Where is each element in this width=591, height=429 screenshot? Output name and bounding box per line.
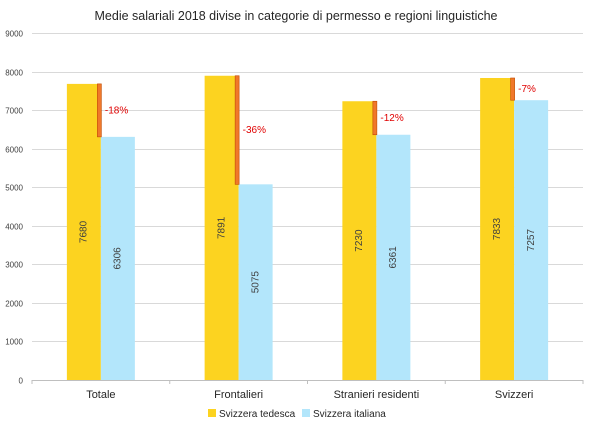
legend-label: Svizzera tedesca [219, 409, 296, 420]
y-tick-label: 6000 [5, 146, 23, 155]
y-tick-label: 7000 [5, 107, 23, 116]
difference-bar [234, 75, 240, 185]
legend-swatch [302, 409, 310, 417]
difference-label: -36% [243, 125, 266, 136]
bar [480, 77, 515, 381]
category-label: Stranieri residenti [334, 389, 420, 401]
bars: 7680 6306 7891 5075 7230 6361 7833 7257 [66, 75, 549, 381]
y-axis-ticks: 0 1000 2000 3000 4000 5000 6000 7000 8000 9000 [5, 30, 23, 386]
bar-value-label: 7230 [354, 229, 365, 252]
bar-value-label: 7833 [492, 217, 503, 240]
y-tick-label: 2000 [5, 300, 23, 309]
difference-bar [372, 100, 378, 136]
bar-value-label: 7257 [526, 229, 537, 252]
y-tick-label: 4000 [5, 223, 23, 232]
bar [66, 83, 101, 380]
x-axis-ticks: Totale Frontalieri Stranieri residenti Sviz… [31, 380, 584, 401]
difference-bar [510, 77, 515, 101]
category-label: Frontalieri [214, 389, 263, 401]
bar-value-label: 5075 [250, 271, 261, 294]
difference-label: -7% [518, 84, 536, 95]
legend: Svizzera tedesca Svizzera italiana [208, 409, 386, 420]
y-tick-label: 5000 [5, 184, 23, 193]
bar-value-label: 7680 [79, 220, 90, 243]
difference-label: -12% [380, 113, 403, 124]
bar [204, 75, 239, 380]
y-tick-label: 3000 [5, 261, 23, 270]
bar-value-label: 6361 [388, 246, 399, 269]
y-tick-label: 8000 [5, 69, 23, 78]
chart-title: Medie salariali 2018 divise in categorie… [95, 9, 498, 23]
legend-swatch [208, 409, 216, 417]
y-tick-label: 1000 [5, 338, 23, 347]
category-label: Totale [86, 389, 115, 401]
y-tick-label: 0 [19, 377, 24, 386]
bar [342, 101, 377, 380]
y-tick-label: 9000 [5, 30, 23, 39]
difference-label: -18% [105, 105, 128, 116]
legend-label: Svizzera italiana [313, 409, 386, 420]
difference-markers: -18% -36% -12% -7% [97, 75, 536, 185]
difference-bar [97, 83, 102, 138]
bar [514, 100, 549, 380]
bar-value-label: 7891 [216, 216, 227, 239]
category-label: Svizzeri [495, 389, 534, 401]
bar [376, 134, 411, 380]
bar [100, 136, 135, 380]
bar-value-label: 6306 [113, 247, 124, 270]
bar [238, 184, 273, 380]
